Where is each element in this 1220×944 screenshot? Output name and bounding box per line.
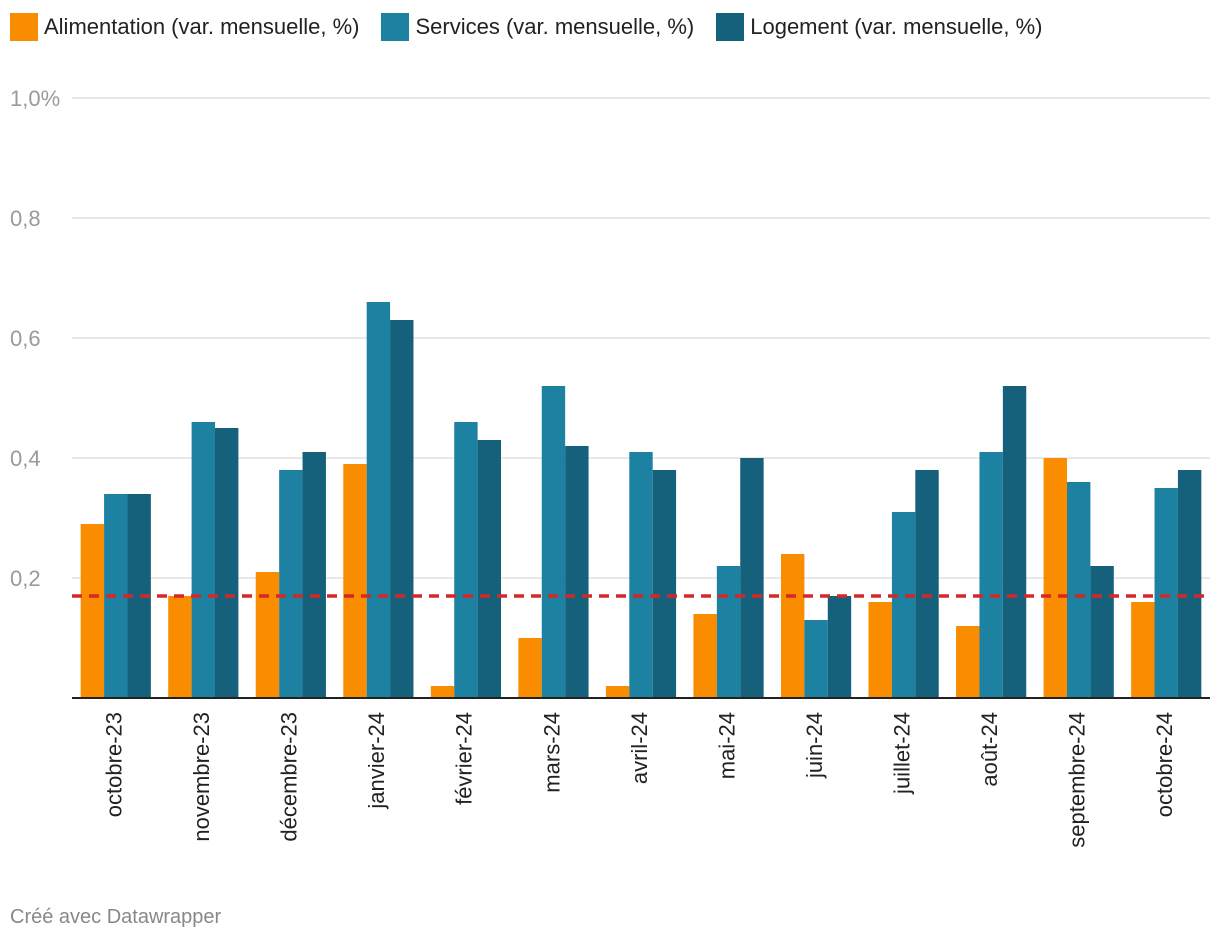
credit-text: Créé avec Datawrapper <box>10 906 222 928</box>
x-tick-label: novembre-23 <box>189 712 214 842</box>
y-tick-label: 1,0% <box>10 86 60 111</box>
bar <box>1002 386 1027 698</box>
legend-label-logement: Logement (var. mensuelle, %) <box>750 14 1043 39</box>
x-tick-label: mai-24 <box>714 712 739 779</box>
legend-label-alimentation: Alimentation (var. mensuelle, %) <box>44 14 360 39</box>
legend-swatch-logement <box>716 13 745 41</box>
bar <box>780 554 805 698</box>
x-tick-label: juillet-24 <box>889 712 914 795</box>
bar <box>127 494 151 698</box>
bar <box>279 470 303 698</box>
legend-item-logement[interactable]: Logement (var. mensuelle, %) <box>716 13 1043 41</box>
legend-item-services[interactable]: Services (var. mensuelle, %) <box>381 13 694 41</box>
x-tick-label: octobre-23 <box>102 712 127 817</box>
bar <box>255 572 280 698</box>
bar <box>1043 458 1067 698</box>
bar <box>693 614 717 698</box>
y-tick-label: 0,6 <box>10 326 41 351</box>
bar <box>979 452 1003 698</box>
x-tick-label: août-24 <box>977 712 1002 787</box>
bar <box>868 602 892 698</box>
bar <box>740 458 764 698</box>
bar <box>629 452 653 698</box>
bar <box>454 422 478 698</box>
x-tick-label: juin-24 <box>802 712 827 779</box>
bar <box>390 320 414 698</box>
bar <box>716 566 741 698</box>
x-tick-label: avril-24 <box>627 712 652 784</box>
bar <box>366 302 391 698</box>
bar <box>891 512 916 698</box>
x-tick-label: septembre-24 <box>1065 712 1090 848</box>
bar <box>915 470 939 698</box>
bar <box>1154 488 1178 698</box>
bar <box>302 452 326 698</box>
x-tick-label: mars-24 <box>539 712 564 793</box>
bar <box>1066 482 1091 698</box>
x-tick-label: décembre-23 <box>277 712 302 842</box>
bar <box>1177 470 1202 698</box>
bar <box>518 638 542 698</box>
bar <box>605 686 630 698</box>
y-tick-label: 0,8 <box>10 206 41 231</box>
legend-swatch-alimentation <box>10 13 38 41</box>
bar <box>343 464 367 698</box>
bar <box>956 626 980 698</box>
y-tick-label: 0,4 <box>10 446 41 471</box>
bar <box>804 620 828 698</box>
legend-label-services: Services (var. mensuelle, %) <box>415 14 695 39</box>
bar <box>477 440 502 698</box>
x-tick-label: octobre-24 <box>1152 712 1177 817</box>
bar <box>1090 566 1114 698</box>
bar <box>565 446 589 698</box>
bar <box>80 524 105 698</box>
bar <box>215 428 239 698</box>
x-tick-label: février-24 <box>452 712 477 805</box>
legend-swatch-services <box>381 13 410 41</box>
legend-item-alimentation[interactable]: Alimentation (var. mensuelle, %) <box>10 13 359 41</box>
bar <box>430 686 455 698</box>
bar <box>191 422 216 698</box>
x-tick-label: janvier-24 <box>364 712 389 810</box>
bar <box>168 596 192 698</box>
bar <box>827 596 852 698</box>
bar <box>541 386 566 698</box>
bar <box>1131 602 1155 698</box>
bar <box>652 470 677 698</box>
legend: Alimentation (var. mensuelle, %) Service… <box>10 10 1065 44</box>
y-tick-label: 0,2 <box>10 566 41 591</box>
